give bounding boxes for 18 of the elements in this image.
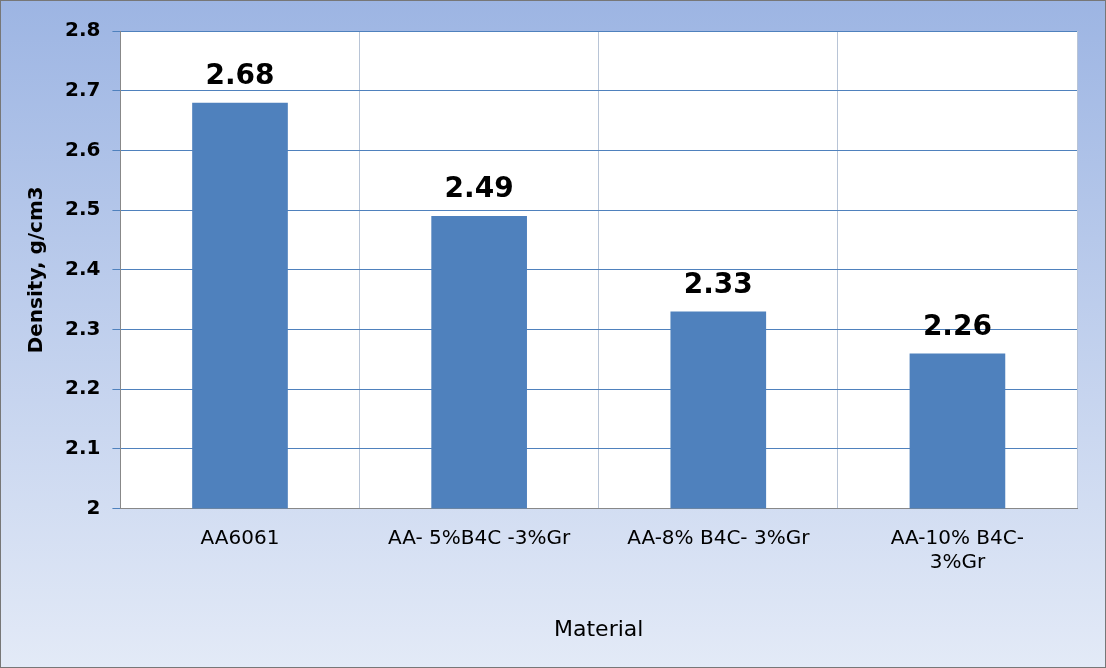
y-axis-title: Density, g/cm3 xyxy=(23,186,48,354)
y-tick-label: 2.3 xyxy=(64,315,101,340)
y-tick-label: 2.6 xyxy=(64,136,101,161)
y-tick-label: 2.5 xyxy=(64,196,101,221)
y-tick-label: 2.4 xyxy=(64,256,101,280)
y-tick-label: 2.1 xyxy=(64,435,101,460)
y-tick-label: 2.2 xyxy=(64,375,101,400)
y-tick-label: 2.7 xyxy=(64,76,101,101)
x-tick-label: AA-8% B4C- 3%Gr xyxy=(627,524,811,549)
x-tick-label: AA-10% B4C- 3%Gr xyxy=(890,524,1024,573)
y-tick-label: 2.8 xyxy=(64,17,101,42)
x-tick-label: AA6061 xyxy=(200,524,280,549)
x-tick-label: AA- 5%B4C -3%Gr xyxy=(388,524,572,549)
x-axis-title: Material xyxy=(554,615,644,641)
data-label: 2.33 xyxy=(683,266,753,300)
y-tick-label: 2 xyxy=(86,494,101,519)
data-label: 2.49 xyxy=(444,171,514,205)
data-label: 2.68 xyxy=(205,57,275,91)
